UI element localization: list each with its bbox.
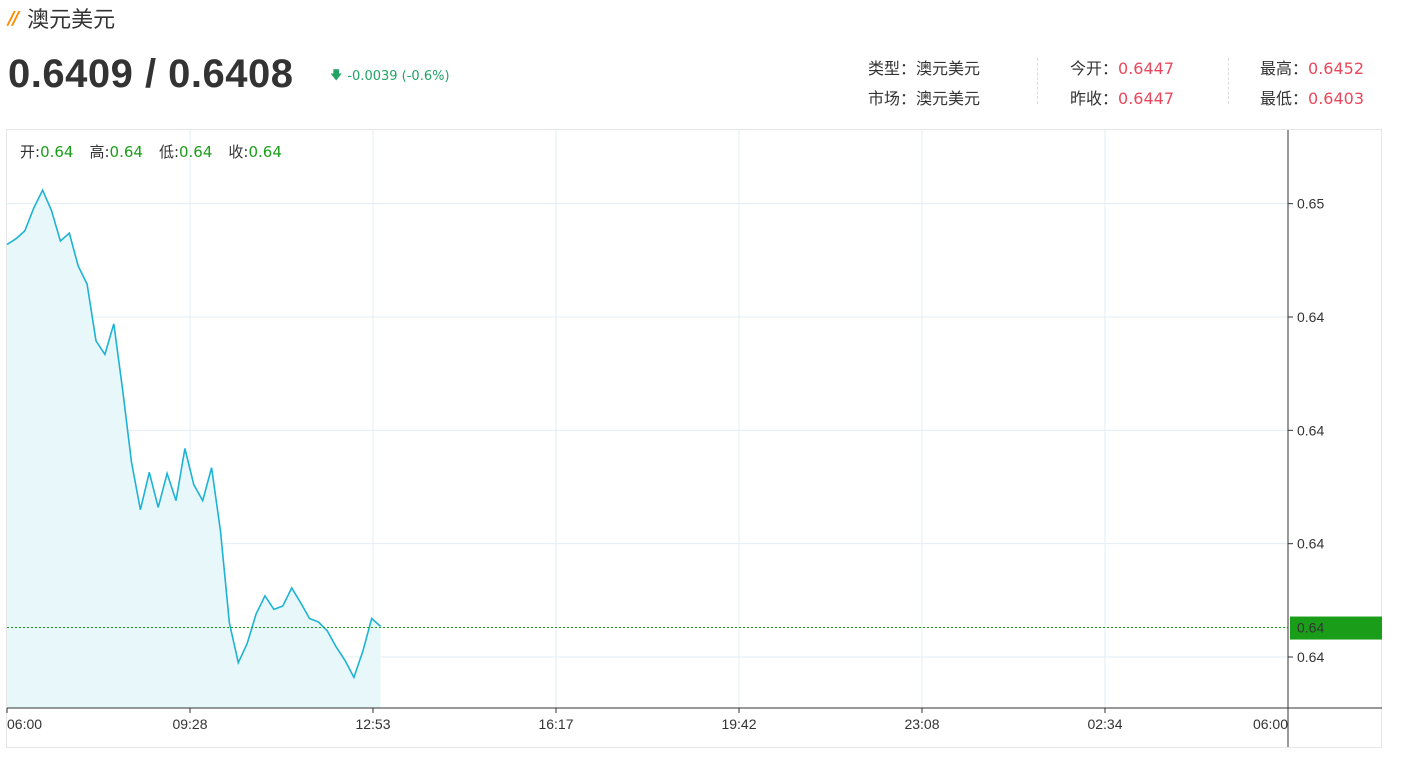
y-tick-label: 0.65 xyxy=(1297,196,1324,212)
x-tick-label: 06:00 xyxy=(1253,716,1288,732)
title-decoration-icon: // xyxy=(8,7,19,29)
market-value: 澳元美元 xyxy=(916,89,981,108)
x-tick-label: 16:17 xyxy=(538,716,573,732)
x-tick-label: 06:00 xyxy=(7,716,42,732)
high-label: 最高： xyxy=(1260,59,1309,78)
ohlc-low-label: 低: xyxy=(158,143,179,161)
page-title: 澳元美元 xyxy=(27,8,116,33)
market-label: 市场： xyxy=(868,89,917,108)
last-price-marker xyxy=(1290,616,1382,640)
y-tick-label: 0.64 xyxy=(1297,309,1324,325)
prev-close-value: 0.6447 xyxy=(1118,89,1174,108)
y-tick-label: 0.64 xyxy=(1297,422,1324,438)
ohlc-readout: 开:0.64 高:0.64 低:0.64 收:0.64 xyxy=(20,141,282,162)
down-arrow-icon: 🡇 xyxy=(330,68,343,82)
x-tick-label: 19:42 xyxy=(721,716,756,732)
x-tick-label: 09:28 xyxy=(172,716,207,732)
y-tick-label: 0.64 xyxy=(1297,536,1324,552)
low-label: 最低： xyxy=(1260,89,1309,108)
low-value: 0.6403 xyxy=(1308,89,1364,108)
price-area-fill xyxy=(7,190,381,709)
ohlc-high-value: 0.64 xyxy=(109,143,143,161)
info-open-prev: 今开：0.6447 昨收：0.6447 xyxy=(1070,54,1174,114)
prev-close-label: 昨收： xyxy=(1070,89,1119,108)
x-tick-label: 23:08 xyxy=(904,716,939,732)
y-axis-labels: 0.65 0.64 0.64 0.64 0.64 xyxy=(1288,196,1324,665)
x-tick-label: 02:34 xyxy=(1087,716,1122,732)
ohlc-close-label: 收: xyxy=(228,143,249,161)
x-tick-label: 12:53 xyxy=(355,716,390,732)
type-value: 澳元美元 xyxy=(916,59,981,78)
open-value: 0.6447 xyxy=(1118,59,1174,78)
open-label: 今开： xyxy=(1070,59,1119,78)
last-price-label: 0.64 xyxy=(1297,620,1324,636)
info-type-market: 类型：澳元美元 市场：澳元美元 xyxy=(868,54,980,114)
divider xyxy=(1037,58,1039,104)
ohlc-high-label: 高: xyxy=(89,143,110,161)
price-line xyxy=(6,188,382,680)
page-header: // 澳元美元 xyxy=(8,4,116,34)
price-change: 🡇 -0.0039 (-0.6%) xyxy=(330,66,450,87)
ohlc-open-value: 0.64 xyxy=(40,143,74,161)
ohlc-close-value: 0.64 xyxy=(248,143,282,161)
divider xyxy=(1228,58,1230,104)
info-high-low: 最高：0.6452 最低：0.6403 xyxy=(1260,54,1364,114)
high-value: 0.6452 xyxy=(1308,59,1364,78)
y-tick-label: 0.64 xyxy=(1297,649,1324,665)
x-axis-labels: 06:00 09:28 12:53 16:17 19:42 23:08 02:34 06:00 xyxy=(6,708,1289,732)
ohlc-low-value: 0.64 xyxy=(179,143,213,161)
chart-axes xyxy=(7,130,1382,747)
chart-container xyxy=(6,129,1382,748)
change-value: -0.0039 (-0.6%) xyxy=(347,69,450,84)
ohlc-open-label: 开: xyxy=(20,143,41,161)
type-label: 类型： xyxy=(868,59,917,78)
price-display: 0.6409 / 0.6408 xyxy=(8,52,294,96)
